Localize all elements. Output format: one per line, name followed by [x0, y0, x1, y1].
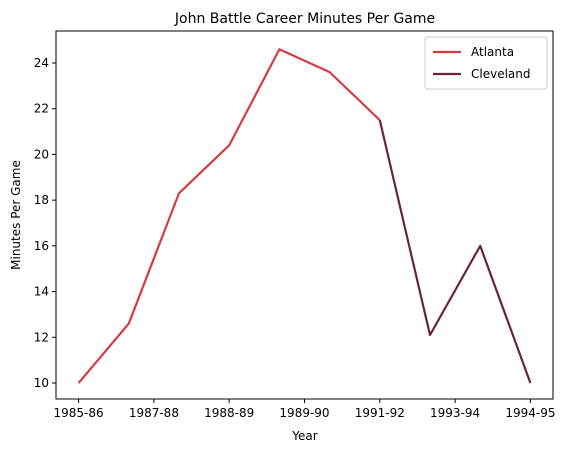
- series-line-atlanta: [77, 48, 381, 384]
- y-tick-label: 16: [34, 239, 49, 253]
- x-axis-label: Year: [291, 429, 317, 443]
- y-tick-label: 20: [34, 147, 49, 161]
- y-tick-label: 18: [34, 193, 49, 207]
- y-tick-label: 10: [34, 376, 49, 390]
- y-tick-label: 24: [34, 56, 49, 70]
- x-tick-label: 1994-95: [505, 406, 555, 420]
- plot-area: [77, 48, 532, 384]
- y-tick-label: 12: [34, 330, 49, 344]
- y-tick-label: 14: [34, 285, 49, 299]
- x-tick-label: 1987-88: [129, 406, 179, 420]
- legend-box: [424, 36, 548, 90]
- chart-title: John Battle Career Minutes Per Game: [174, 11, 435, 27]
- y-axis-label: Minutes Per Game: [9, 160, 23, 270]
- y-axis: 10 12 14 16 18 20 22 24: [34, 56, 56, 390]
- x-tick-label: 1989-90: [279, 406, 329, 420]
- x-axis: 1985-86 1987-88 1988-89 1989-90 1991-92 1993-…: [54, 399, 555, 420]
- x-tick-label: 1985-86: [54, 406, 104, 420]
- legend-label-atlanta: Atlanta: [471, 45, 514, 59]
- y-tick-label: 22: [34, 102, 49, 116]
- legend-label-cleveland: Cleveland: [471, 67, 531, 81]
- series-line-cleveland: [378, 119, 532, 384]
- x-tick-label: 1993-94: [430, 406, 480, 420]
- x-tick-label: 1991-92: [355, 406, 405, 420]
- x-tick-label: 1988-89: [204, 406, 254, 420]
- legend: Atlanta Cleveland: [424, 36, 548, 90]
